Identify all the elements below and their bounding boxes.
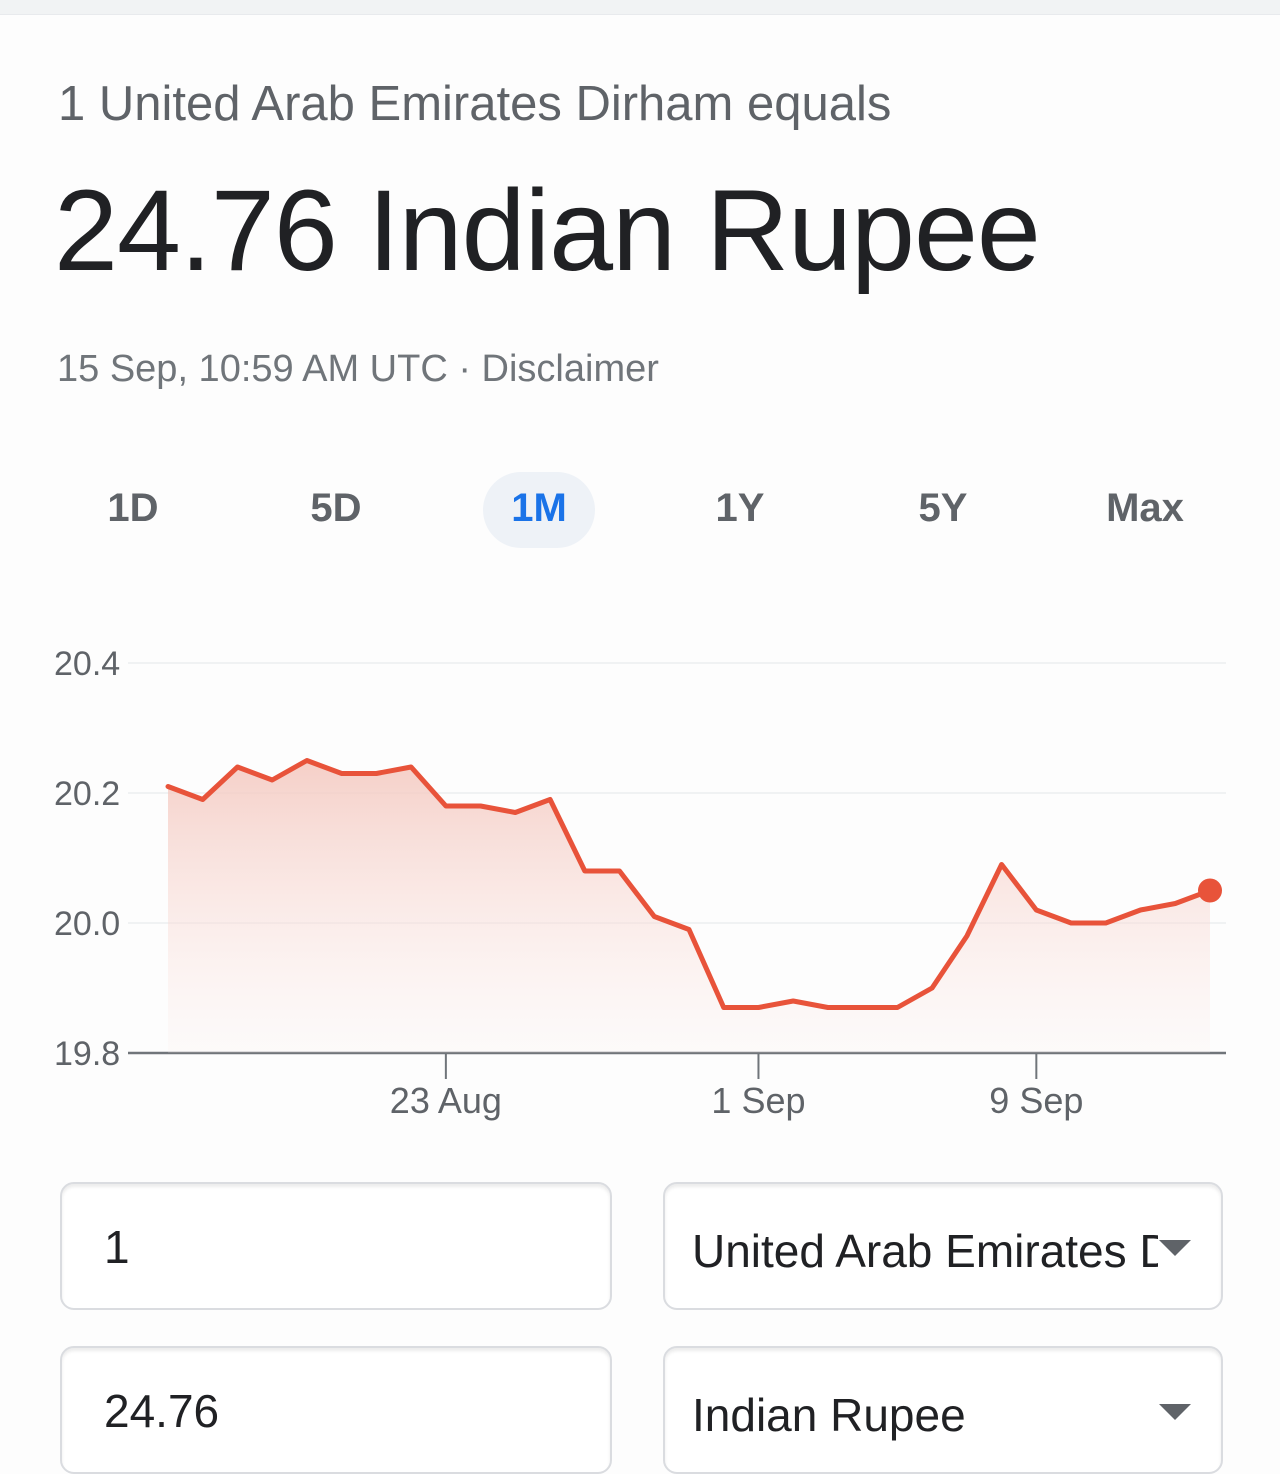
active-tab-highlight — [483, 472, 595, 548]
chevron-down-icon — [1159, 1240, 1191, 1256]
conversion-result: 24.76 Indian Rupee — [54, 167, 1041, 295]
y-tick-label: 20.4 — [54, 645, 121, 683]
disclaimer-link[interactable]: Disclaimer — [481, 348, 659, 390]
from-currency-value: United Arab Emirates Dirham — [692, 1225, 1158, 1277]
to-currency-select[interactable]: Indian Rupee — [663, 1346, 1223, 1474]
chevron-down-icon — [1159, 1404, 1191, 1420]
separator: · — [447, 348, 482, 390]
tab-1y[interactable]: 1Y — [715, 486, 765, 530]
to-currency-value: Indian Rupee — [692, 1389, 966, 1441]
chart-area-fill — [168, 760, 1210, 1053]
to-amount-value: 24.76 — [104, 1385, 220, 1437]
conversion-subtitle: 1 United Arab Emirates Dirham equals — [58, 77, 892, 131]
to-amount-input[interactable]: 24.76 — [60, 1346, 612, 1474]
chart-line — [165, 758, 1213, 1010]
tab-1d[interactable]: 1D — [107, 486, 159, 530]
range-tabs: 1D 5D 1M 1Y 5Y Max — [0, 470, 1280, 550]
tab-1m[interactable]: 1M — [511, 486, 567, 530]
exchange-rate-chart — [128, 662, 1226, 1079]
from-amount-value: 1 — [104, 1221, 130, 1273]
x-tick-label: 23 Aug — [389, 1080, 502, 1121]
tab-5d[interactable]: 5D — [310, 486, 362, 530]
timestamp-line: 15 Sep, 10:59 AM UTC · Disclaimer — [57, 348, 659, 391]
x-tick-label: 9 Sep — [989, 1080, 1084, 1121]
y-tick-label: 20.2 — [54, 775, 121, 813]
timestamp: 15 Sep, 10:59 AM UTC — [57, 348, 448, 390]
current-value-dot — [1198, 878, 1222, 903]
from-currency-select[interactable]: United Arab Emirates Dirham — [663, 1182, 1223, 1310]
y-tick-label: 19.8 — [54, 1035, 121, 1073]
from-amount-input[interactable]: 1 — [60, 1182, 612, 1310]
top-bar — [0, 0, 1280, 15]
tab-5y[interactable]: 5Y — [918, 486, 968, 530]
x-tick-label: 1 Sep — [711, 1080, 806, 1121]
y-tick-label: 20.0 — [54, 905, 121, 943]
tab-max[interactable]: Max — [1106, 486, 1184, 530]
